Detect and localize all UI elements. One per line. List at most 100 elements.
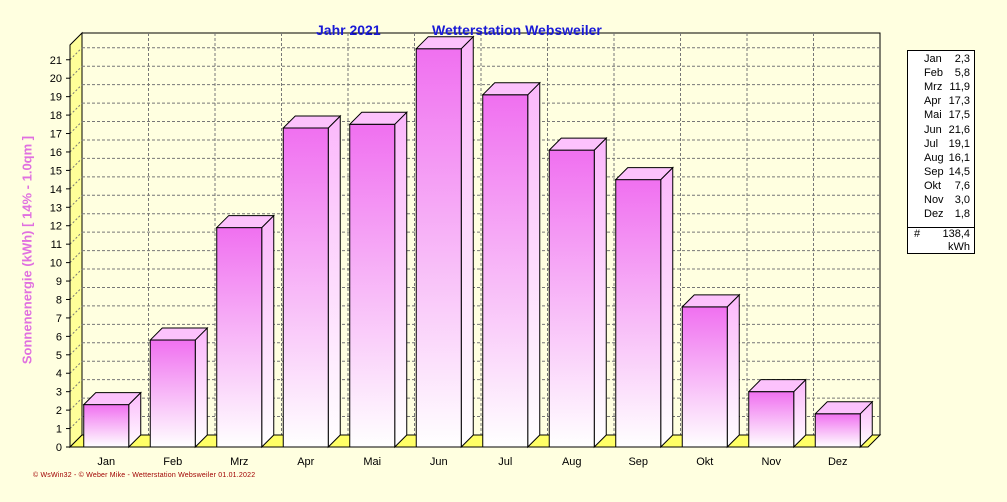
legend-month: Mrz [924, 81, 943, 94]
gridline-wall [69, 158, 83, 171]
bar-top [614, 167, 674, 181]
gridline-wall [69, 250, 83, 263]
legend-value: 7,6 [954, 179, 970, 192]
bar-top [747, 379, 807, 393]
legend-value: 14,5 [948, 165, 970, 178]
x-tick-label: Nov [761, 456, 781, 468]
bar-top [215, 215, 275, 229]
bar [349, 123, 396, 448]
bar [83, 404, 130, 448]
gridline-wall [69, 213, 83, 227]
gridline-wall [69, 139, 83, 153]
bar-top [681, 294, 741, 308]
y-tick-label: 8 [56, 294, 62, 306]
bar-top [415, 36, 475, 50]
legend-value: 1,8 [954, 208, 970, 221]
bar-side [327, 114, 341, 449]
legend-month: Jun [924, 123, 942, 136]
y-tick-label: 19 [50, 92, 62, 104]
legend-row: Aug 16,1 [908, 152, 970, 166]
gridline-wall [69, 268, 83, 282]
y-tick-label: 3 [56, 387, 62, 399]
legend-row: Jul 19,1 [908, 138, 970, 152]
bar-top [149, 327, 209, 341]
gridline-wall [69, 102, 83, 116]
x-tick-label: Feb [163, 456, 182, 468]
bar-top [814, 401, 874, 415]
gridline-wall [69, 65, 83, 79]
gridline-wall [69, 287, 83, 300]
legend-month: Aug [924, 151, 944, 164]
legend-value: 17,3 [948, 95, 970, 108]
y-tick-label: 12 [50, 221, 62, 233]
y-tick-label: 6 [56, 331, 62, 343]
legend-month: Feb [924, 67, 943, 80]
x-tick-label: Jan [97, 456, 115, 468]
bar-side [593, 136, 607, 449]
gridline-wall [69, 416, 83, 429]
legend-value: 21,6 [948, 123, 970, 136]
y-tick-label: 16 [50, 147, 62, 159]
legend-value: 11,9 [949, 81, 970, 94]
legend-row: Sep 14,5 [908, 166, 970, 180]
legend-row: Dez 1,8 [908, 208, 970, 222]
legend-value: 3,0 [954, 194, 970, 206]
gridline-wall [69, 379, 83, 393]
legend-divider [908, 227, 974, 228]
y-tick-label: 7 [56, 313, 62, 325]
x-tick-label: Dez [828, 456, 848, 468]
chart-left-wall [69, 31, 83, 449]
bar [282, 127, 329, 448]
gridline-wall [69, 121, 83, 134]
bar-side [194, 326, 208, 449]
y-tick-label: 20 [50, 73, 62, 85]
bar [615, 179, 662, 448]
bar-side [394, 111, 408, 449]
legend-month: Nov [924, 194, 944, 206]
footer-credit: © WsWin32 - © Weber Mike - Wetterstation… [33, 472, 256, 479]
y-tick-label: 0 [56, 442, 62, 454]
y-tick-label: 10 [50, 258, 62, 270]
legend-total-symbol: # [914, 228, 921, 240]
bar-side [261, 214, 275, 449]
legend-month: Mai [924, 109, 942, 122]
y-tick-label: 17 [50, 129, 62, 141]
gridline-wall [69, 305, 83, 319]
legend-month: Apr [924, 95, 942, 108]
y-tick-label: 11 [51, 239, 62, 251]
bar [748, 391, 795, 448]
legend-row: Jun 21,6 [908, 124, 970, 138]
gridline-wall [69, 231, 83, 245]
bar [149, 339, 196, 448]
legend-month: Sep [924, 165, 944, 178]
legend-row: Apr 17,3 [908, 95, 970, 109]
gridline-wall [69, 176, 83, 190]
chart-year-title: Jahr 2021 [316, 22, 381, 38]
y-tick-label: 14 [50, 184, 62, 196]
legend-value: 2,3 [954, 53, 970, 65]
y-tick-label: 13 [50, 202, 62, 214]
legend-month: Jan [924, 53, 942, 65]
bar-top [282, 115, 342, 129]
y-tick-label: 1 [56, 424, 62, 436]
legend-value: 5,8 [954, 67, 970, 80]
gridline-wall [69, 47, 83, 61]
y-tick-label: 21 [50, 55, 62, 67]
value-legend: Jan 2,3 Feb 5,8 Mrz 11,9 Apr 17,3 Mai 17,5 Jun 21,6… [907, 50, 975, 254]
chart-station-title: Wetterstation Websweiler [432, 22, 602, 38]
x-tick-label: Aug [562, 456, 582, 468]
legend-value: 17,5 [948, 109, 970, 122]
legend-row: Nov 3,0 [908, 194, 970, 208]
bar [548, 149, 595, 448]
x-tick-label: Jul [498, 456, 512, 468]
bar [482, 94, 529, 448]
legend-row: Jan 2,3 [908, 53, 970, 67]
bar-side [660, 166, 674, 449]
x-tick-label: Apr [297, 456, 314, 468]
y-tick-label: 2 [56, 405, 62, 417]
bar [415, 48, 462, 448]
x-tick-label: Jun [430, 456, 448, 468]
legend-month: Jul [924, 137, 939, 150]
y-tick-label: 4 [56, 368, 62, 380]
